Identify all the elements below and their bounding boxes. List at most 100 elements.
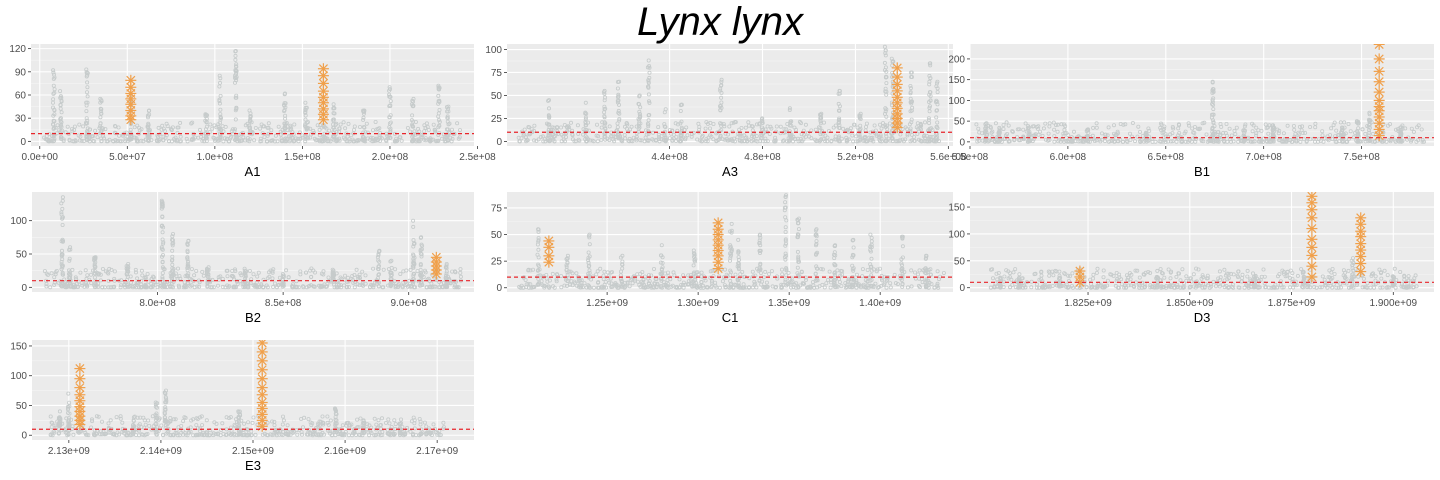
- data-point: [411, 264, 416, 269]
- data-point: [583, 117, 588, 122]
- data-point: [820, 267, 825, 272]
- data-point: [728, 273, 733, 278]
- data-point: [691, 251, 696, 256]
- data-point: [1101, 285, 1106, 290]
- data-point: [885, 277, 890, 282]
- data-point: [51, 70, 56, 75]
- data-point: [819, 266, 824, 271]
- data-point: [659, 243, 664, 248]
- data-point: [1001, 127, 1006, 132]
- data-point: [1008, 285, 1013, 290]
- data-point: [899, 267, 904, 272]
- data-point: [917, 268, 922, 273]
- data-point: [1138, 139, 1143, 144]
- data-point: [868, 232, 873, 237]
- data-point: [126, 282, 131, 287]
- data-point: [410, 139, 415, 144]
- data-point: [1390, 135, 1395, 140]
- data-point: [383, 137, 388, 142]
- data-point: [47, 139, 52, 144]
- data-point: [729, 121, 734, 126]
- data-point: [1069, 139, 1074, 144]
- data-point: [730, 129, 735, 134]
- data-point: [878, 134, 883, 139]
- data-point: [424, 285, 429, 290]
- y-tick-label: 100: [10, 216, 27, 227]
- data-point: [927, 79, 932, 84]
- data-point: [133, 267, 138, 272]
- data-point: [436, 101, 441, 106]
- data-point: [934, 98, 939, 103]
- data-point: [583, 111, 588, 116]
- data-point: [204, 120, 209, 125]
- data-point: [793, 137, 798, 142]
- data-point: [1123, 122, 1128, 127]
- data-point: [649, 273, 654, 278]
- data-point: [1296, 130, 1301, 135]
- data-point: [99, 107, 104, 112]
- data-point: [1240, 275, 1245, 280]
- data-point: [1356, 274, 1361, 279]
- data-point: [156, 125, 161, 130]
- data-point: [824, 281, 829, 286]
- data-point: [883, 139, 888, 144]
- data-point: [1136, 124, 1141, 129]
- data-point: [411, 242, 416, 247]
- data-point: [59, 284, 64, 289]
- data-point: [185, 257, 190, 262]
- data-point: [282, 139, 287, 144]
- data-point: [1017, 272, 1022, 277]
- data-point: [872, 123, 877, 128]
- data-point: [1002, 274, 1007, 279]
- data-point: [565, 253, 570, 258]
- data-point: [1053, 268, 1058, 273]
- data-point: [1236, 139, 1241, 144]
- data-point: [1241, 139, 1246, 144]
- data-point: [69, 127, 74, 132]
- data-point: [720, 279, 725, 284]
- data-point: [818, 128, 823, 133]
- data-point: [419, 252, 424, 257]
- data-point: [595, 269, 600, 274]
- data-point: [1200, 273, 1205, 278]
- data-point: [679, 133, 684, 138]
- data-point: [1403, 126, 1408, 131]
- data-point: [150, 284, 155, 289]
- x-tick-label: 2.0e+08: [372, 152, 409, 163]
- data-point: [160, 253, 165, 258]
- data-point: [1308, 125, 1313, 130]
- data-point: [832, 252, 837, 257]
- data-point: [869, 136, 874, 141]
- data-point: [788, 137, 793, 142]
- data-point: [1062, 122, 1067, 127]
- x-tick-label: 6.5e+08: [1148, 152, 1185, 163]
- data-point: [1010, 129, 1015, 134]
- data-point: [136, 139, 141, 144]
- data-point: [796, 227, 801, 232]
- data-point: [833, 123, 838, 128]
- data-point: [974, 122, 979, 127]
- y-tick-label: 0: [20, 137, 26, 148]
- data-point: [233, 117, 238, 122]
- data-point: [1413, 273, 1418, 278]
- data-point: [387, 136, 392, 141]
- data-point: [244, 269, 249, 274]
- data-point: [695, 285, 700, 290]
- data-point: [308, 135, 313, 140]
- data-point: [255, 274, 260, 279]
- data-point: [1158, 125, 1163, 130]
- data-point: [1143, 284, 1148, 289]
- data-point: [1172, 285, 1177, 290]
- data-point: [1013, 267, 1018, 272]
- data-point: [170, 272, 175, 277]
- data-point: [864, 285, 869, 290]
- data-point: [729, 221, 734, 226]
- data-point: [98, 106, 103, 111]
- data-point: [1379, 270, 1384, 275]
- data-point: [757, 240, 762, 245]
- data-point: [1059, 122, 1064, 127]
- data-point: [617, 102, 622, 107]
- y-tick-label: 75: [491, 68, 503, 79]
- data-point: [1295, 273, 1300, 278]
- data-point: [780, 139, 785, 144]
